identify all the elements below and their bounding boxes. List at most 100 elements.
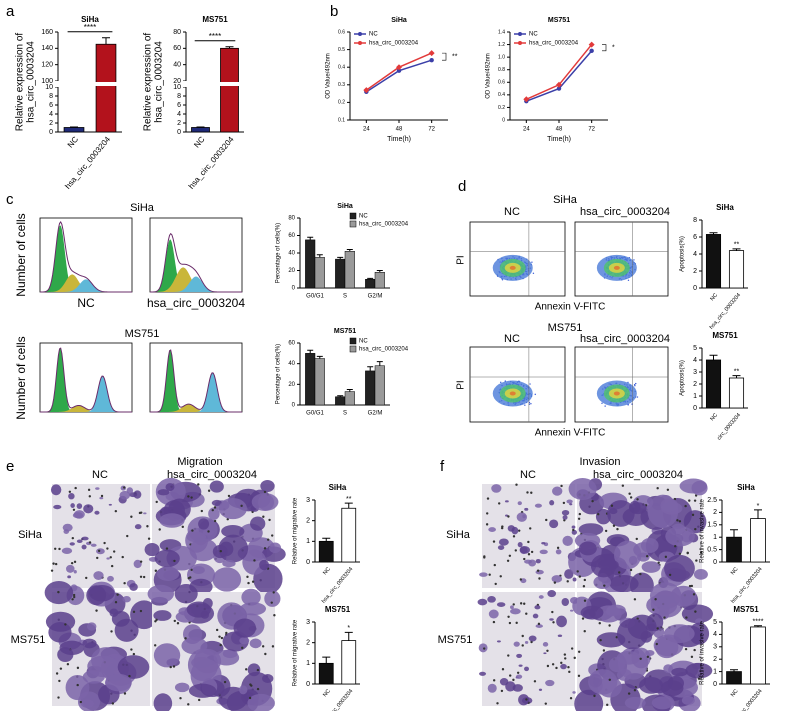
scatter-dot <box>530 402 532 405</box>
y-tick-label: 2 <box>713 509 717 516</box>
cell <box>535 624 543 628</box>
cell <box>69 542 75 546</box>
pore <box>139 575 143 578</box>
x-axis-label: Time(h) <box>547 136 571 143</box>
pore <box>146 525 149 528</box>
scatter-dot <box>631 403 633 405</box>
cell <box>568 478 597 500</box>
pore <box>639 572 642 576</box>
density-blob <box>509 391 516 396</box>
bar <box>191 127 210 133</box>
error-bar <box>316 254 323 258</box>
error-bar <box>346 389 353 392</box>
cell <box>209 480 224 493</box>
error-bar <box>730 669 738 672</box>
pore <box>514 549 517 552</box>
y-tick-label: 1.4 <box>498 29 505 35</box>
y-tick-label: 1 <box>306 538 310 545</box>
pore <box>676 519 679 522</box>
cell <box>616 668 632 681</box>
pore <box>485 523 489 526</box>
cell <box>90 543 97 547</box>
cell <box>562 515 568 520</box>
y-tick-label: 6 <box>49 102 53 109</box>
cell <box>538 688 543 691</box>
pore <box>173 559 176 563</box>
cell <box>82 670 105 684</box>
pore <box>690 584 694 588</box>
pore <box>537 622 541 626</box>
pore <box>253 559 256 562</box>
cell <box>497 545 505 551</box>
cell <box>157 489 170 496</box>
bar <box>335 258 346 289</box>
cell <box>640 537 659 553</box>
cell <box>67 575 71 579</box>
pore <box>694 494 698 497</box>
cell <box>517 542 523 548</box>
pore <box>685 616 688 619</box>
pore <box>158 528 161 531</box>
pore <box>273 614 276 617</box>
pore <box>602 649 606 652</box>
scatter-dot <box>635 382 637 385</box>
pore <box>556 546 560 550</box>
pore <box>551 610 554 614</box>
pore <box>560 661 563 665</box>
y-tick-label: 3 <box>713 644 717 651</box>
bar <box>728 250 745 289</box>
pore <box>507 654 510 657</box>
cell <box>572 577 577 582</box>
x-tick-label: NC <box>709 292 719 302</box>
pore <box>629 496 633 499</box>
cell <box>641 561 661 573</box>
y-axis-label: Relative of invasive rate <box>700 620 706 684</box>
pore <box>241 646 244 650</box>
pore <box>563 653 567 656</box>
pore <box>251 580 255 583</box>
pore <box>492 620 496 624</box>
series-line <box>526 44 593 100</box>
x-tick-label: S <box>343 294 347 300</box>
pore <box>121 555 124 559</box>
cell <box>532 613 539 619</box>
y-tick-label: 40 <box>288 251 295 257</box>
cell <box>57 647 74 662</box>
pore <box>599 638 602 642</box>
y-tick-label: 0 <box>177 129 181 136</box>
pore <box>55 672 59 675</box>
pore <box>608 678 611 681</box>
histogram-outline <box>40 347 132 413</box>
y-tick-label: 4 <box>49 111 53 118</box>
y-tick-label: 0 <box>49 129 53 136</box>
cell <box>68 492 75 500</box>
x-tick-label: 24 <box>523 127 530 133</box>
cell <box>524 666 530 672</box>
cell <box>247 693 275 711</box>
pore <box>207 530 210 533</box>
cell <box>549 500 555 506</box>
pore <box>249 683 252 686</box>
pore <box>213 506 217 509</box>
pore <box>700 551 703 555</box>
pore <box>695 559 698 562</box>
pore <box>628 492 631 495</box>
cell <box>186 531 207 543</box>
cell <box>547 590 557 598</box>
x-tick-label: 24 <box>363 127 370 133</box>
y-tick-label: 4 <box>693 357 697 364</box>
pore <box>263 490 267 494</box>
pore <box>219 549 222 553</box>
image-label: hsa_circ_0003204 <box>580 206 670 218</box>
pore <box>564 657 567 660</box>
pore <box>211 508 214 512</box>
pore <box>666 488 670 492</box>
y-tick-label: 100 <box>41 78 53 85</box>
cell <box>545 679 555 687</box>
pore <box>64 623 67 626</box>
y-axis-label: Relative of invasive rate <box>700 498 706 562</box>
pore <box>184 637 187 640</box>
cell <box>82 638 97 649</box>
cell <box>646 594 678 616</box>
